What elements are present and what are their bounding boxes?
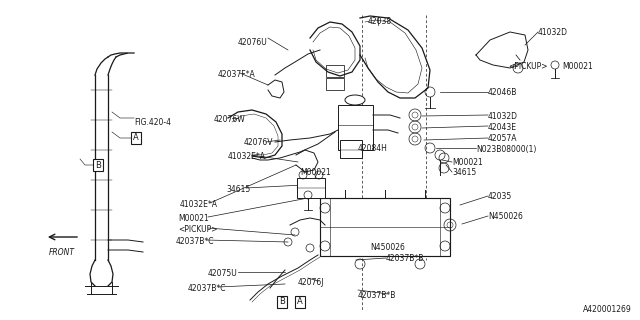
Text: 41032D: 41032D <box>488 112 518 121</box>
Text: N023B08000(1): N023B08000(1) <box>476 145 536 154</box>
Text: N450026: N450026 <box>488 212 523 221</box>
Bar <box>320 198 450 256</box>
Text: A: A <box>297 298 303 307</box>
Text: 42037F*A: 42037F*A <box>218 70 256 79</box>
Text: M00021: M00021 <box>562 62 593 71</box>
Text: <PICKUP>: <PICKUP> <box>178 225 218 234</box>
Bar <box>340 140 362 158</box>
Text: <PICKUP>: <PICKUP> <box>508 62 547 71</box>
Text: 42046B: 42046B <box>488 88 517 97</box>
Text: 41032E*A: 41032E*A <box>180 200 218 209</box>
Text: A420001269: A420001269 <box>583 305 632 314</box>
Text: 41032E*A: 41032E*A <box>228 152 266 161</box>
Ellipse shape <box>345 95 365 105</box>
Text: B: B <box>95 161 101 170</box>
Text: 34615: 34615 <box>452 168 476 177</box>
Text: 42037B*B: 42037B*B <box>386 254 424 263</box>
Text: 42076V: 42076V <box>244 138 273 147</box>
Bar <box>338 105 373 150</box>
Text: 42076J: 42076J <box>298 278 324 287</box>
Text: N450026: N450026 <box>370 243 405 252</box>
Text: 34615: 34615 <box>226 185 250 194</box>
Text: 42075U: 42075U <box>208 269 237 278</box>
Text: 41032D: 41032D <box>538 28 568 37</box>
Text: FRONT: FRONT <box>49 248 75 257</box>
Text: 42057A: 42057A <box>488 134 518 143</box>
Text: B: B <box>279 298 285 307</box>
Text: FIG.420-4: FIG.420-4 <box>134 118 171 127</box>
Text: 42038: 42038 <box>368 17 392 26</box>
Text: M00021: M00021 <box>452 158 483 167</box>
Text: 42043E: 42043E <box>488 123 517 132</box>
Text: 42037B*C: 42037B*C <box>176 237 214 246</box>
Text: 42076W: 42076W <box>214 115 246 124</box>
Text: 42037B*B: 42037B*B <box>358 291 396 300</box>
Bar <box>326 78 344 90</box>
Bar <box>297 178 325 198</box>
Bar <box>326 65 344 77</box>
Text: 42035: 42035 <box>488 192 512 201</box>
Text: 42037B*C: 42037B*C <box>188 284 227 293</box>
Text: M00021: M00021 <box>178 214 209 223</box>
Text: 42076U: 42076U <box>238 38 268 47</box>
Text: M00021: M00021 <box>300 168 331 177</box>
Text: A: A <box>133 133 139 142</box>
Text: 42084H: 42084H <box>358 144 388 153</box>
